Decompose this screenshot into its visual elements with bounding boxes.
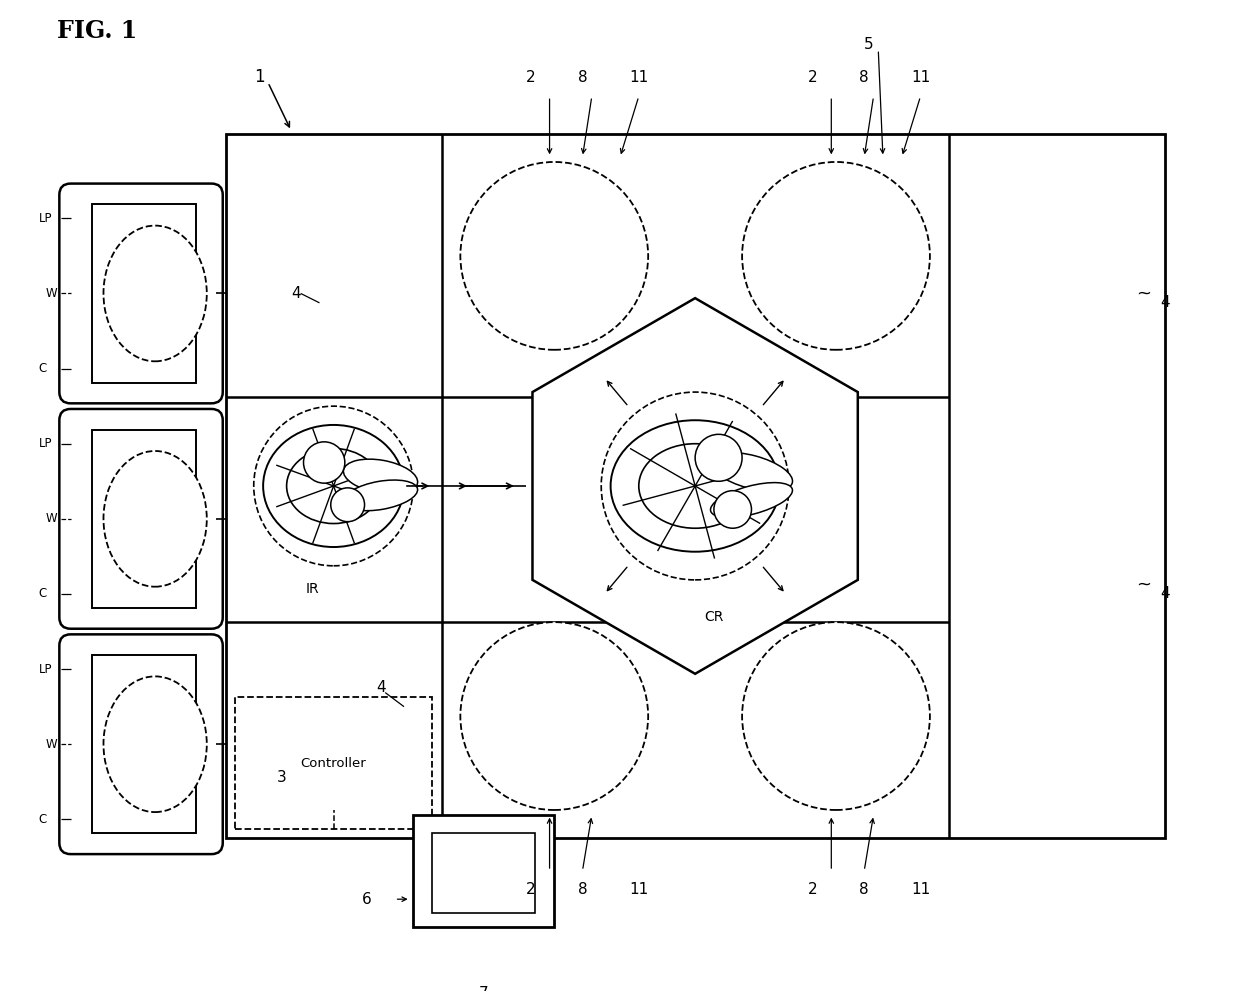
Ellipse shape bbox=[103, 677, 207, 812]
Circle shape bbox=[254, 406, 413, 566]
Bar bbox=[92, 655, 196, 833]
Ellipse shape bbox=[610, 420, 780, 552]
Text: 11: 11 bbox=[630, 70, 649, 85]
Text: 5: 5 bbox=[864, 37, 874, 53]
Text: 2: 2 bbox=[526, 882, 536, 897]
Circle shape bbox=[304, 442, 345, 484]
Ellipse shape bbox=[103, 226, 207, 362]
Text: 2: 2 bbox=[807, 70, 817, 85]
Bar bbox=[226, 134, 1164, 838]
Ellipse shape bbox=[711, 453, 792, 492]
Ellipse shape bbox=[343, 480, 418, 510]
Text: CR: CR bbox=[704, 610, 724, 624]
Text: ~: ~ bbox=[1137, 284, 1152, 302]
Circle shape bbox=[714, 491, 751, 528]
Circle shape bbox=[742, 162, 930, 350]
Text: 3: 3 bbox=[278, 770, 286, 785]
Bar bbox=[433, 833, 536, 914]
Circle shape bbox=[331, 488, 365, 521]
Text: W: W bbox=[45, 287, 57, 300]
Text: Controller: Controller bbox=[300, 756, 367, 770]
Ellipse shape bbox=[711, 483, 792, 517]
FancyBboxPatch shape bbox=[60, 183, 223, 403]
Text: 8: 8 bbox=[859, 70, 869, 85]
Text: 4: 4 bbox=[1159, 587, 1169, 602]
Text: W: W bbox=[45, 737, 57, 751]
Circle shape bbox=[460, 622, 649, 810]
Bar bbox=[92, 430, 196, 608]
FancyBboxPatch shape bbox=[60, 409, 223, 628]
Text: 8: 8 bbox=[859, 882, 869, 897]
Text: LP: LP bbox=[38, 663, 52, 676]
FancyBboxPatch shape bbox=[60, 634, 223, 854]
Text: C: C bbox=[38, 362, 47, 375]
Circle shape bbox=[460, 162, 649, 350]
Ellipse shape bbox=[639, 444, 751, 528]
Text: 4: 4 bbox=[376, 681, 386, 696]
Text: 4: 4 bbox=[291, 286, 301, 301]
Text: 11: 11 bbox=[911, 70, 930, 85]
Text: IR: IR bbox=[305, 583, 319, 597]
Circle shape bbox=[742, 622, 930, 810]
Circle shape bbox=[696, 434, 742, 482]
Text: 2: 2 bbox=[807, 882, 817, 897]
Bar bbox=[234, 698, 433, 828]
Text: C: C bbox=[38, 588, 47, 601]
Text: LP: LP bbox=[38, 437, 52, 450]
Text: C: C bbox=[38, 813, 47, 826]
Polygon shape bbox=[532, 298, 858, 674]
Circle shape bbox=[601, 392, 789, 580]
Text: 11: 11 bbox=[630, 882, 649, 897]
Text: 4: 4 bbox=[1159, 295, 1169, 310]
Text: ~: ~ bbox=[1137, 576, 1152, 594]
Text: 1: 1 bbox=[254, 68, 264, 86]
Ellipse shape bbox=[263, 425, 404, 547]
Ellipse shape bbox=[286, 448, 381, 523]
Text: LP: LP bbox=[38, 212, 52, 225]
Text: FIG. 1: FIG. 1 bbox=[57, 19, 136, 43]
Text: 8: 8 bbox=[578, 70, 588, 85]
Text: 6: 6 bbox=[362, 892, 372, 907]
Text: 2: 2 bbox=[526, 70, 536, 85]
Text: 8: 8 bbox=[578, 882, 588, 897]
Text: W: W bbox=[45, 512, 57, 525]
Ellipse shape bbox=[343, 459, 418, 495]
Bar bbox=[92, 204, 196, 383]
Text: 7: 7 bbox=[479, 986, 489, 991]
Text: 11: 11 bbox=[911, 882, 930, 897]
Ellipse shape bbox=[103, 451, 207, 587]
Bar bbox=[413, 815, 554, 928]
